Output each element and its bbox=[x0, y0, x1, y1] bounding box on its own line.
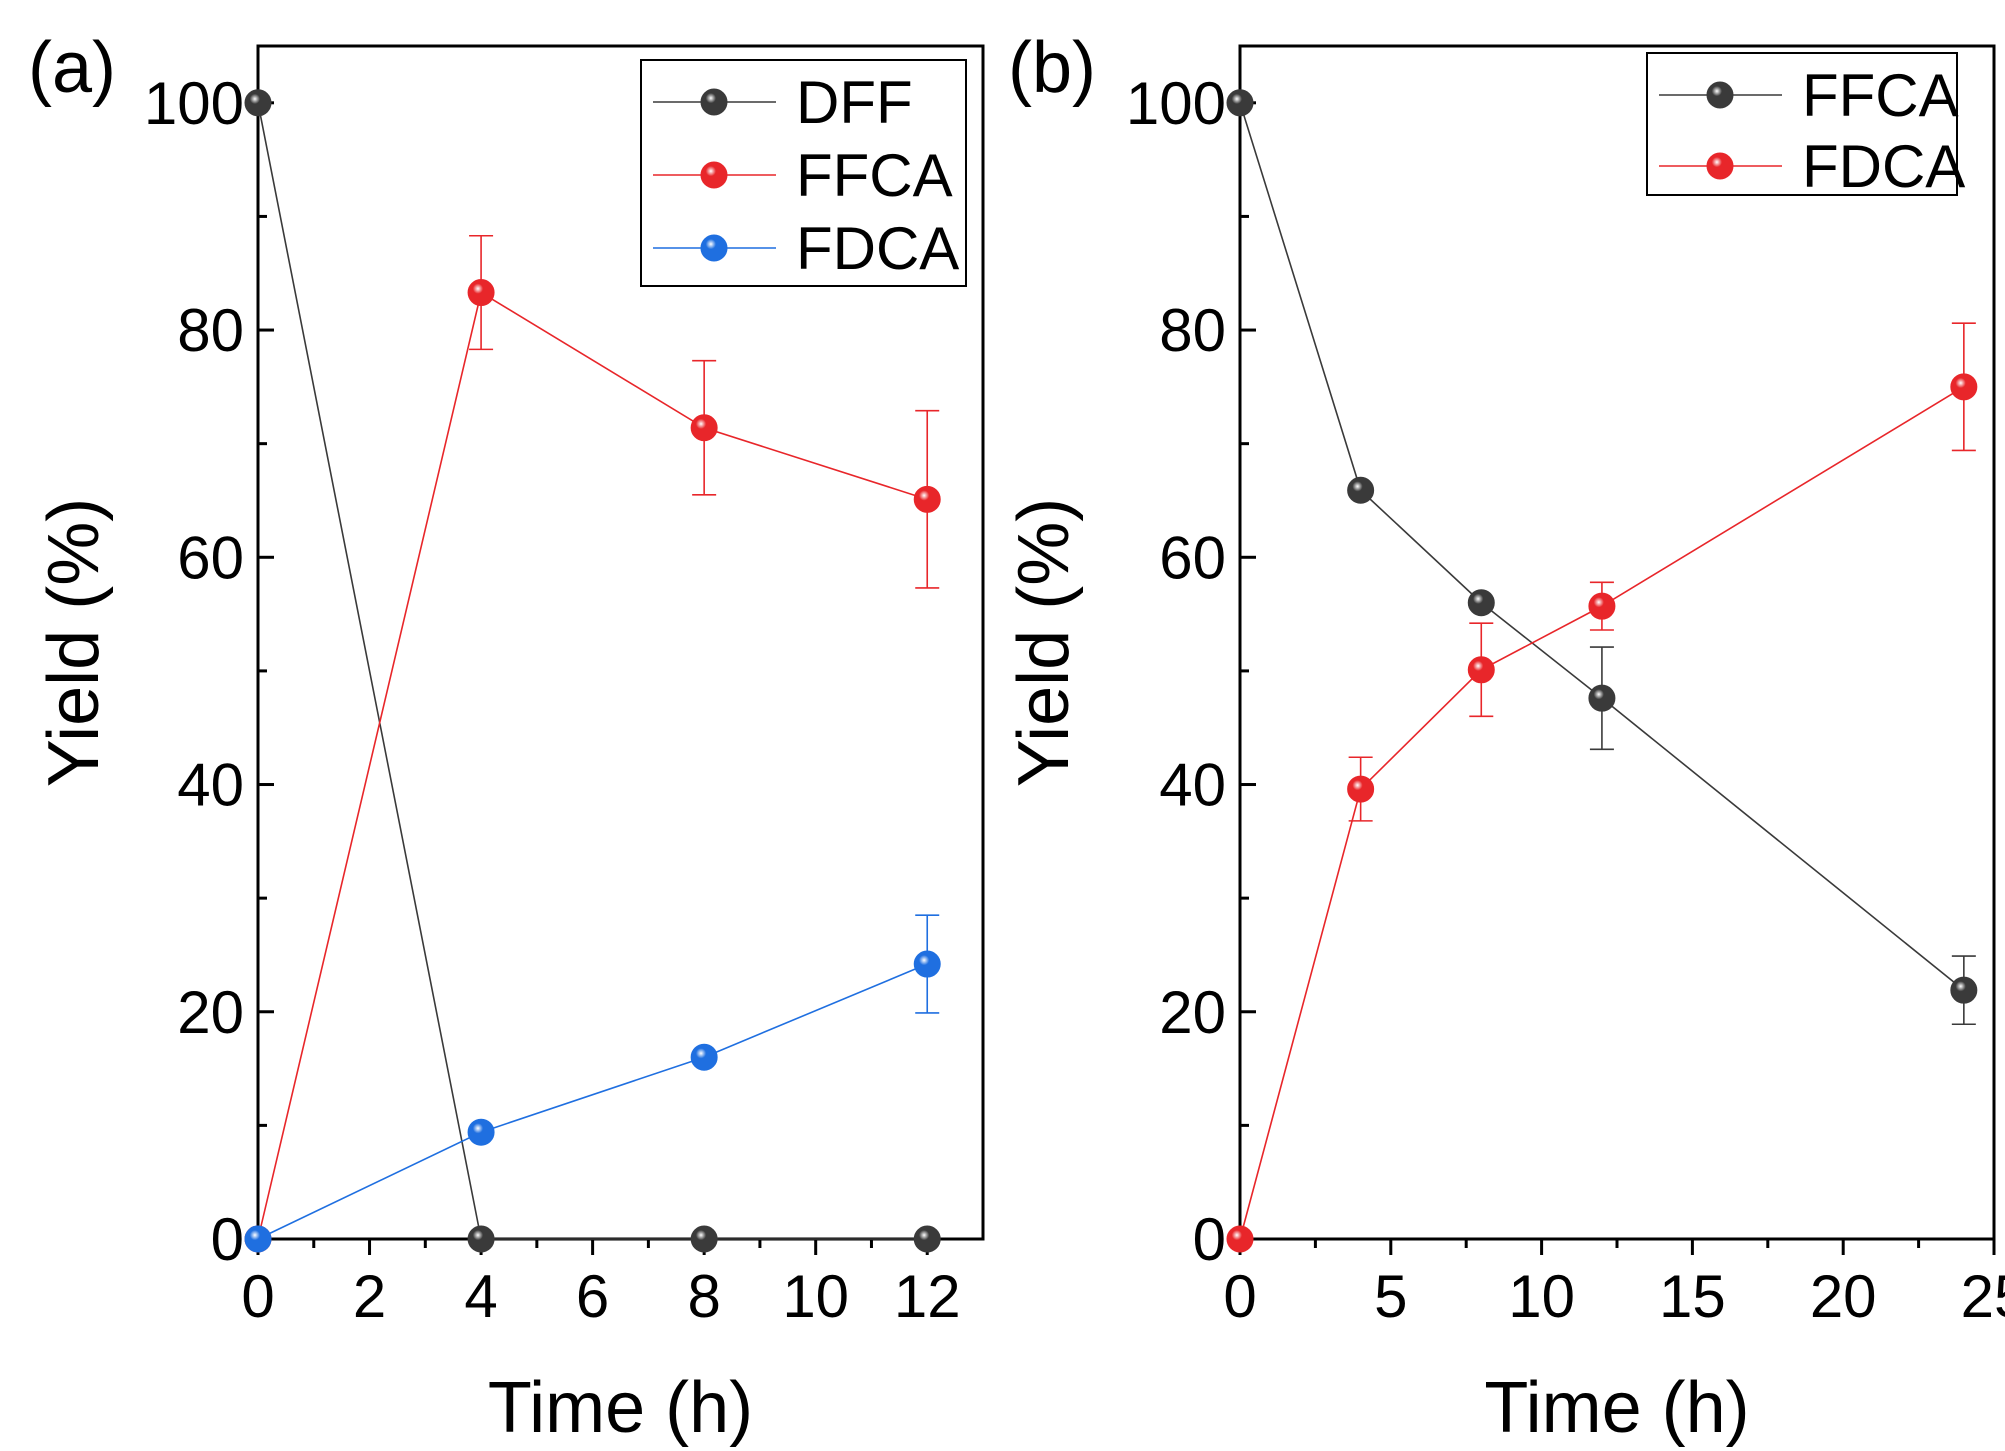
panel-b-xtick-label: 15 bbox=[1659, 1263, 1726, 1330]
panel-a-legend-ffca-label: FFCA bbox=[796, 142, 953, 209]
panel-b-ffca-point bbox=[1347, 476, 1375, 504]
panel-b-xtick-label: 5 bbox=[1374, 1263, 1407, 1330]
panel-b-fdca-point bbox=[1467, 656, 1495, 684]
panel-b-fdca-point bbox=[1588, 592, 1616, 620]
panel-a-fdca-point bbox=[467, 1118, 495, 1146]
panel-b-ylabel: Yield (%) bbox=[1004, 498, 1084, 787]
panel-a-dff-point bbox=[244, 89, 272, 117]
panel-b-fdca-point bbox=[1226, 1225, 1254, 1253]
panel-a-ylabel: Yield (%) bbox=[34, 498, 114, 787]
panel-a-legend-fdca-marker bbox=[700, 234, 728, 262]
panel-b-xlabel: Time (h) bbox=[1484, 1368, 1749, 1448]
panel-a-ytick-label: 40 bbox=[177, 752, 244, 819]
panel-a-xlabel: Time (h) bbox=[488, 1368, 753, 1448]
panel-a-ytick-label: 80 bbox=[177, 297, 244, 364]
panel-b-ytick-label: 100 bbox=[1126, 70, 1226, 137]
panel-a-legend-ffca-marker bbox=[700, 161, 728, 189]
panel-b-frame bbox=[1238, 44, 1996, 1241]
panel-b-legend-fdca-label: FDCA bbox=[1802, 133, 1965, 200]
panel-a-legend-fdca-label: FDCA bbox=[796, 215, 959, 282]
panel-a-ytick-label: 60 bbox=[177, 524, 244, 591]
panel-a-ytick-label: 0 bbox=[211, 1206, 244, 1273]
panel-b-ytick-label: 40 bbox=[1159, 752, 1226, 819]
panel-a-xtick-label: 12 bbox=[894, 1263, 961, 1330]
panel-b-ytick-label: 20 bbox=[1159, 979, 1226, 1046]
panel-a-xtick-label: 2 bbox=[353, 1263, 386, 1330]
panel-b-legend-ffca-label: FFCA bbox=[1802, 62, 1959, 129]
panel-a-dff-point bbox=[913, 1225, 941, 1253]
panel-a-fdca-point bbox=[690, 1043, 718, 1071]
panel-a-xtick-label: 8 bbox=[687, 1263, 720, 1330]
panel-a-ffca-point bbox=[913, 485, 941, 513]
panel-b-fdca-point bbox=[1347, 775, 1375, 803]
panel-b-ffca-point bbox=[1588, 684, 1616, 712]
panel-a-fdca-point bbox=[244, 1225, 272, 1253]
panel-b-label: (b) bbox=[1008, 28, 1096, 108]
panel-b-fdca-line bbox=[1239, 386, 1965, 1240]
panel-a-ffca-point bbox=[467, 279, 495, 307]
panel-a-dff-line bbox=[257, 102, 928, 1240]
panel-a-fdca-point bbox=[913, 950, 941, 978]
panel-a-legend-dff-marker bbox=[700, 88, 728, 116]
panel-b-xtick-label: 10 bbox=[1508, 1263, 1575, 1330]
panel-b-xtick-label: 25 bbox=[1961, 1263, 2005, 1330]
panel-b-ytick-label: 80 bbox=[1159, 297, 1226, 364]
panel-b-ffca-point bbox=[1226, 89, 1254, 117]
panel-b-legend-ffca-marker bbox=[1706, 81, 1734, 109]
panel-a-ytick-label: 20 bbox=[177, 979, 244, 1046]
panel-a-xtick-label: 6 bbox=[576, 1263, 609, 1330]
panel-a-label: (a) bbox=[28, 28, 116, 108]
panel-a-dff-point bbox=[467, 1225, 495, 1253]
panel-a-ytick-label: 100 bbox=[144, 70, 244, 137]
panel-b-xtick-label: 0 bbox=[1223, 1263, 1256, 1330]
panel-a-dff-point bbox=[690, 1225, 718, 1253]
panel-a-fdca-line bbox=[257, 963, 928, 1240]
panel-b-ffca-line bbox=[1239, 102, 1965, 991]
panel-b-legend-box bbox=[1646, 52, 1958, 196]
panel-b-ffca-point bbox=[1950, 976, 1978, 1004]
panel-a-ffca-point bbox=[690, 414, 718, 442]
panel-a-ffca-line bbox=[257, 291, 928, 1240]
panel-a-xtick-label: 10 bbox=[782, 1263, 849, 1330]
panel-a-xtick-label: 0 bbox=[241, 1263, 274, 1330]
panel-a-legend-dff-label: DFF bbox=[796, 69, 913, 136]
panel-b-fdca-point bbox=[1950, 373, 1978, 401]
panel-b: (b) 0 20 40 60 80 100 0 5 10 15 20 25 Time (h) Yield (… bbox=[1004, 28, 2005, 1448]
panel-b-ytick-label: 0 bbox=[1193, 1206, 1226, 1273]
panel-a: (a) 0 20 40 60 80 100 0 2 4 6 8 10 12 Time (h) Yield (%… bbox=[28, 28, 985, 1448]
panel-b-xtick-label: 20 bbox=[1810, 1263, 1877, 1330]
panel-b-legend-fdca-marker bbox=[1706, 152, 1734, 180]
panel-b-ffca-point bbox=[1467, 589, 1495, 617]
panel-b-ytick-label: 60 bbox=[1159, 524, 1226, 591]
panel-a-xtick-label: 4 bbox=[464, 1263, 497, 1330]
